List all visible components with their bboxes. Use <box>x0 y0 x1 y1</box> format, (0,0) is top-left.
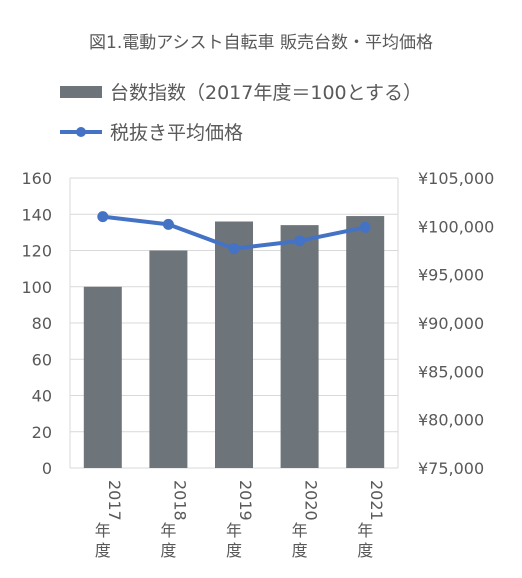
y-axis-left: 0 20 40 60 80 100 120 140 160 <box>21 169 52 478</box>
y-axis-right: ¥75,000 ¥80,000 ¥85,000 ¥90,000 ¥95,000 ¥100,… <box>418 169 494 478</box>
bar <box>215 221 253 468</box>
x-tick-label-char: 度 <box>226 541 242 560</box>
y-right-tick-label: ¥85,000 <box>418 362 484 381</box>
y-left-tick-label: 100 <box>21 278 52 297</box>
y-right-tick-label: ¥90,000 <box>418 314 484 333</box>
y-right-tick-label: ¥80,000 <box>418 411 484 430</box>
y-left-tick-label: 80 <box>32 314 52 333</box>
x-tick-label-char: 年 <box>292 521 308 540</box>
x-tick-label-char: 年 <box>357 521 373 540</box>
y-right-tick-label: ¥100,000 <box>418 217 494 236</box>
x-tick-label-char: 度 <box>357 541 373 560</box>
x-tick-label: 2021 <box>367 480 386 521</box>
x-tick-label-char: 年 <box>226 521 242 540</box>
x-tick-label: 2020 <box>302 480 321 521</box>
x-tick-label-char: 度 <box>95 541 111 560</box>
x-tick-label-char: 度 <box>292 541 308 560</box>
y-right-tick-label: ¥95,000 <box>418 266 484 285</box>
x-tick-label-char: 年 <box>160 521 176 540</box>
x-tick-label: 2019 <box>236 480 255 521</box>
x-tick-label-char: 度 <box>160 541 176 560</box>
price-point <box>359 221 371 233</box>
x-tick-label-char: 年 <box>95 521 111 540</box>
bar <box>83 286 122 468</box>
chart-title: 図1.電動アシスト自転車 販売台数・平均価格 <box>89 33 433 53</box>
price-point <box>294 235 306 247</box>
bar <box>280 225 319 468</box>
bar <box>346 216 385 468</box>
price-point <box>97 211 109 223</box>
y-right-tick-label: ¥105,000 <box>418 169 494 188</box>
x-tick-label: 2017 <box>105 480 124 521</box>
bar <box>149 250 188 468</box>
y-left-tick-label: 120 <box>21 242 52 261</box>
y-left-tick-label: 140 <box>21 205 52 224</box>
legend-label-line: 税抜き平均価格 <box>110 122 243 144</box>
bars <box>83 216 385 468</box>
legend-swatch-marker <box>76 127 86 137</box>
legend-swatch-bar <box>60 86 102 98</box>
price-line <box>97 211 371 255</box>
price-point <box>162 218 174 230</box>
y-left-tick-label: 0 <box>42 459 52 478</box>
y-left-tick-label: 160 <box>21 169 52 188</box>
price-point <box>228 243 240 255</box>
y-right-tick-label: ¥75,000 <box>418 459 484 478</box>
y-left-tick-label: 60 <box>32 350 52 369</box>
legend: 台数指数（2017年度＝100とする） 税抜き平均価格 <box>60 82 422 144</box>
y-left-tick-label: 20 <box>32 423 52 442</box>
y-left-tick-label: 40 <box>32 387 52 406</box>
legend-label-bar: 台数指数（2017年度＝100とする） <box>110 82 422 104</box>
x-tick-label: 2018 <box>170 480 189 521</box>
